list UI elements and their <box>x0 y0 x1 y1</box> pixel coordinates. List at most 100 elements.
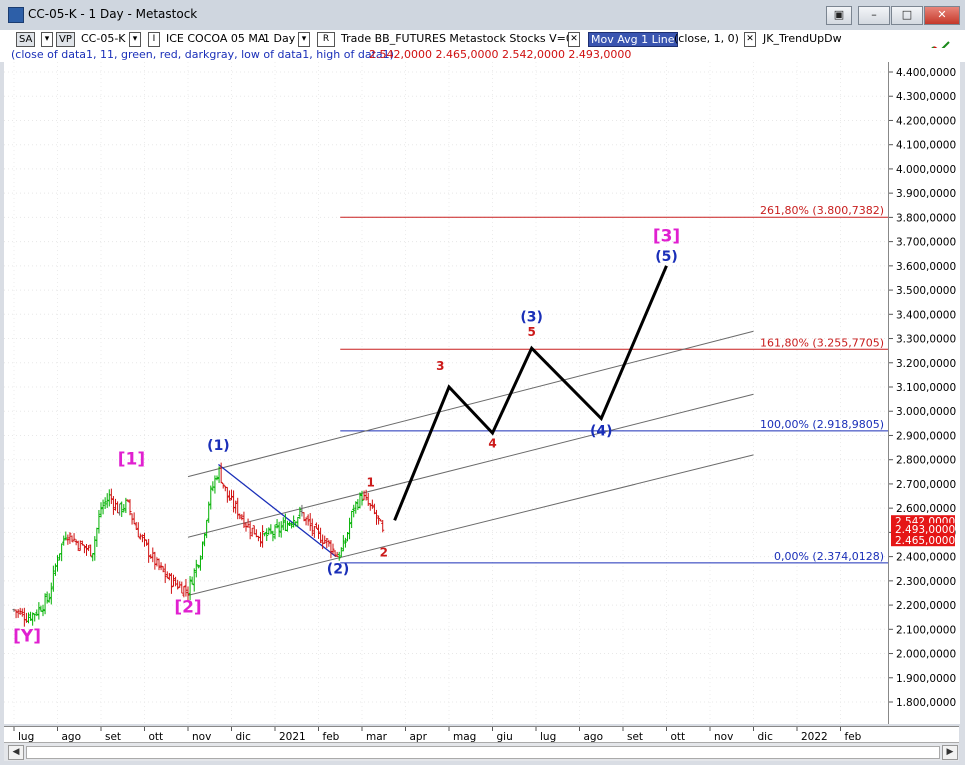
y-tick-label: 2.600,0000 <box>896 503 956 515</box>
wave-label: [Y] <box>13 626 41 646</box>
wave-label: [2] <box>174 597 201 617</box>
indicator-name: JK_TrendUpDw <box>763 32 842 45</box>
fib-level-label: 161,80% (3.255,7705) <box>760 336 884 349</box>
scroll-right-icon[interactable]: ▶ <box>942 745 958 760</box>
indicator-params: (close of data1, 11, green, red, darkgra… <box>11 48 394 61</box>
date-axis[interactable]: lug ago set ott nov dic 2021 feb mar apr mag giu lug… <box>4 726 959 743</box>
x-tick-label: dic <box>236 731 252 743</box>
y-tick-label: 3.900,0000 <box>896 188 956 200</box>
interval-dropdown-icon[interactable]: ▾ <box>298 32 310 47</box>
price-chart[interactable]: 261,80% (3.800,7382) 161,80% (3.255,7705)… <box>4 62 888 724</box>
interval-field[interactable]: 1 Day <box>263 32 296 45</box>
r-button[interactable]: R <box>317 32 335 47</box>
secondary-price-label: 2.493,0000 <box>895 524 955 536</box>
sa-button[interactable]: SA <box>16 32 36 47</box>
y-tick-label: 2.400,0000 <box>896 552 956 564</box>
fib-level-label: 261,80% (3.800,7382) <box>760 204 884 217</box>
wave-label: 5 <box>527 325 535 339</box>
y-tick-label: 2.300,0000 <box>896 576 956 588</box>
y-tick-label: 2.100,0000 <box>896 624 956 636</box>
x-tick-label: mar <box>366 731 388 743</box>
y-tick-label: 4.200,0000 <box>896 115 956 127</box>
y-tick-label: 1.900,0000 <box>896 673 956 685</box>
price-axis-svg: 4.400,0000 4.300,0000 4.200,0000 4.100,0000… <box>889 67 956 709</box>
scroll-left-icon[interactable]: ◀ <box>8 745 24 760</box>
x-tick-label: feb <box>323 731 340 743</box>
wave-label: (2) <box>327 562 350 578</box>
indicator-info-line: (close of data1, 11, green, red, darkgra… <box>0 48 965 62</box>
y-tick-label: 3.700,0000 <box>896 237 956 249</box>
wave-label: [3] <box>653 227 680 247</box>
remove-study-icon[interactable]: ✕ <box>744 32 756 47</box>
wave-label: 3 <box>436 359 444 373</box>
price-axis[interactable]: 4.400,0000 4.300,0000 4.200,0000 4.100,0000… <box>888 62 960 724</box>
window-title: CC-05-K - 1 Day - Metastock <box>28 7 198 21</box>
channel-line <box>187 330 754 478</box>
y-tick-label: 2.900,0000 <box>896 430 956 442</box>
fib-level-label: 100,00% (2.918,9805) <box>760 418 884 431</box>
x-tick-label: 2021 <box>279 731 306 743</box>
remove-trade-icon[interactable]: ✕ <box>568 32 580 47</box>
wave-label: (5) <box>655 249 678 265</box>
wave-label: 4 <box>488 437 496 451</box>
y-tick-label: 3.600,0000 <box>896 261 956 273</box>
close-button[interactable]: ✕ <box>924 6 960 25</box>
x-tick-label: mag <box>453 731 476 743</box>
y-tick-label: 3.800,0000 <box>896 212 956 224</box>
wave-label: (3) <box>520 310 543 326</box>
y-tick-label: 2.200,0000 <box>896 600 956 612</box>
horizontal-scrollbar[interactable]: ◀ ▶ <box>4 742 959 761</box>
fib-level-label: 0,00% (2.374,0128) <box>774 550 884 563</box>
y-tick-label: 3.500,0000 <box>896 285 956 297</box>
y-tick-label: 3.000,0000 <box>896 406 956 418</box>
x-tick-label: ago <box>62 731 82 743</box>
instrument-info-icon[interactable]: I <box>148 32 160 47</box>
x-tick-label: 2022 <box>801 731 828 743</box>
y-tick-label: 3.100,0000 <box>896 382 956 394</box>
x-tick-label: dic <box>758 731 774 743</box>
app-icon <box>8 7 24 23</box>
x-tick-label: giu <box>497 731 513 743</box>
x-tick-label: nov <box>714 731 733 743</box>
scroll-track[interactable] <box>26 746 940 759</box>
instrument-name: ICE COCOA 05 MA <box>166 32 266 45</box>
restore-panel-button[interactable]: ▣ <box>826 6 852 25</box>
maximize-button[interactable]: □ <box>891 6 923 25</box>
title-bar: CC-05-K - 1 Day - Metastock ▣ – □ ✕ <box>0 0 965 31</box>
x-tick-label: set <box>627 731 643 743</box>
minimize-button[interactable]: – <box>858 6 890 25</box>
y-tick-label: 3.400,0000 <box>896 309 956 321</box>
y-tick-label: 4.100,0000 <box>896 140 956 152</box>
wave-trend-line <box>218 464 337 558</box>
wave-label: 1 <box>367 475 375 489</box>
wave-label: 2 <box>380 546 388 560</box>
x-tick-label: nov <box>192 731 211 743</box>
symbol-dropdown-icon[interactable]: ▾ <box>129 32 141 47</box>
wave-label: [1] <box>118 450 145 470</box>
x-tick-label: feb <box>845 731 862 743</box>
x-tick-label: lug <box>18 731 34 743</box>
channel-line <box>187 393 754 538</box>
x-tick-label: lug <box>540 731 556 743</box>
secondary-price-flag <box>891 523 955 536</box>
indicator-values: 2.542,0000 2.465,0000 2.542,0000 2.493,0… <box>369 48 632 61</box>
chart-svg: 261,80% (3.800,7382) 161,80% (3.255,7705)… <box>4 62 888 724</box>
date-axis-svg: lug ago set ott nov dic 2021 feb mar apr mag giu lug… <box>13 727 862 743</box>
y-tick-label: 4.300,0000 <box>896 91 956 103</box>
secondary-price-flag <box>891 534 955 547</box>
y-tick-label: 3.200,0000 <box>896 358 956 370</box>
y-tick-label: 2.800,0000 <box>896 455 956 467</box>
study-name[interactable]: Mov Avg 1 Line <box>588 32 678 47</box>
trade-info: Trade BB_FUTURES Metastock Stocks V=0 <box>341 32 573 45</box>
secondary-price-label: 2.465,0000 <box>895 535 955 547</box>
y-tick-label: 2.700,0000 <box>896 479 956 491</box>
symbol-field[interactable]: CC-05-K <box>81 32 126 45</box>
y-tick-label: 2.000,0000 <box>896 649 956 661</box>
sa-dropdown-icon[interactable]: ▾ <box>41 32 53 47</box>
vp-button[interactable]: VP <box>56 32 75 47</box>
y-tick-label: 1.800,0000 <box>896 697 956 709</box>
study-params: (close, 1, 0) <box>674 32 739 45</box>
projection-path <box>393 265 668 521</box>
x-tick-label: ott <box>149 731 164 743</box>
y-tick-label: 4.400,0000 <box>896 67 956 79</box>
